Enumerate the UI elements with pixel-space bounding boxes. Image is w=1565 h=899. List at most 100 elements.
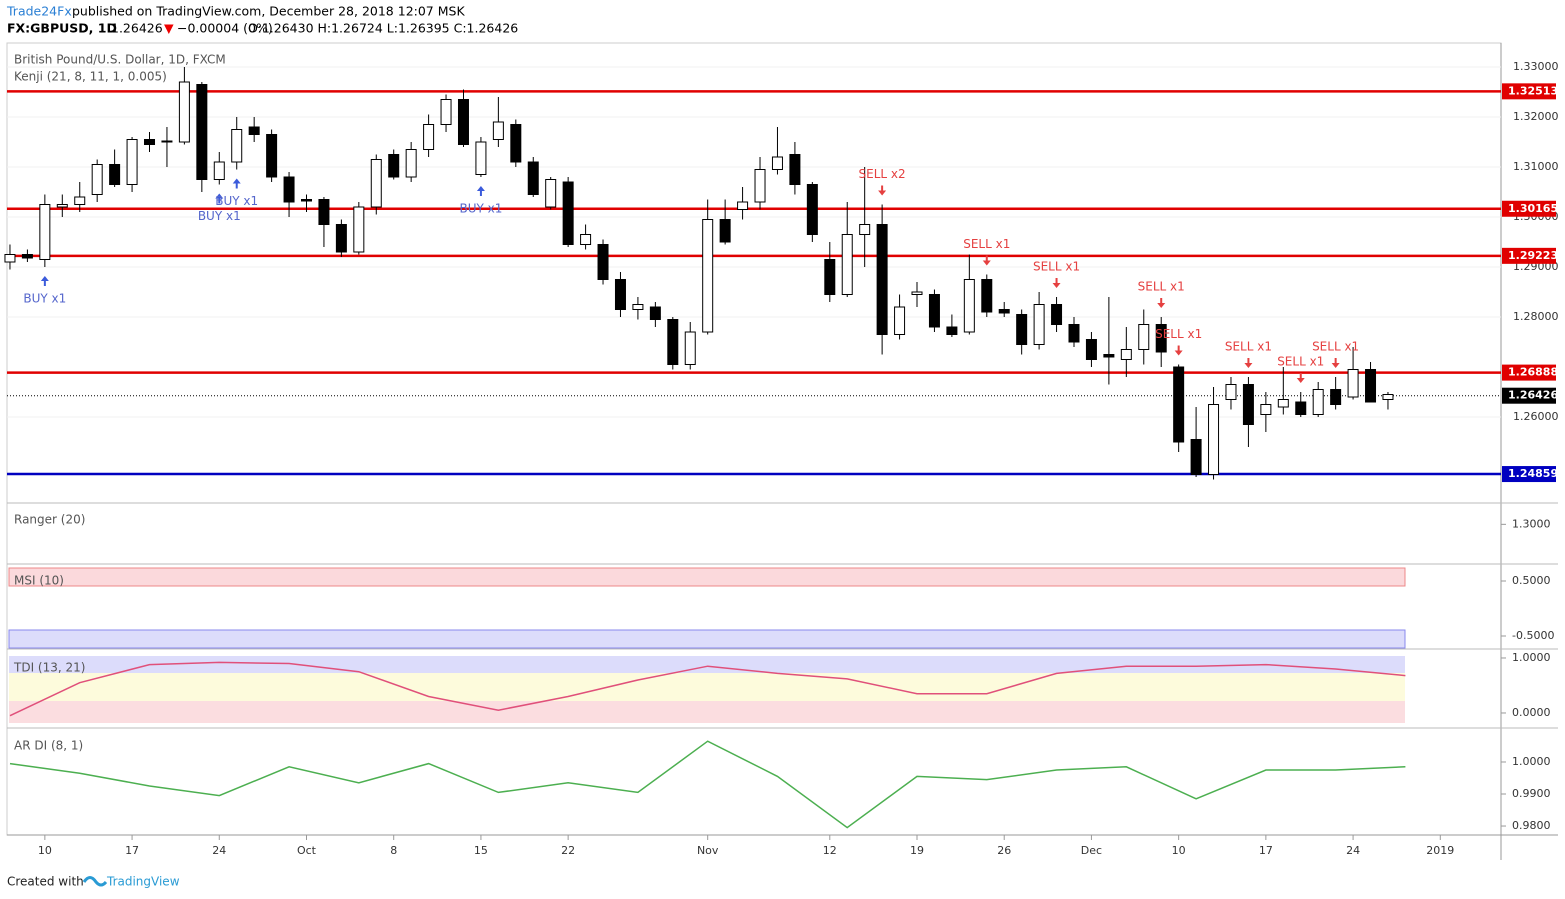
x-tick-label: 24 [212,844,226,857]
tdi-line [9,661,1406,717]
x-tick-label: 17 [125,844,139,857]
candle-body [1365,369,1377,403]
footer-brand[interactable]: TradingView [106,875,180,889]
candle-body [754,169,766,203]
candle-body [562,181,574,245]
candle-body [231,129,243,163]
candle-body [300,199,312,202]
buy-arrow [40,276,49,286]
tdi-lower-band [9,701,1405,723]
change-arrow: ▼ [164,21,174,36]
msi-lower-band [8,629,1406,649]
level-label: 1.26888 [1508,366,1558,379]
x-tick-label: 2019 [1426,844,1454,857]
candle-body [405,149,417,178]
level-tag [1502,466,1556,483]
buy-label: BUY x1 [459,202,502,216]
x-tick-label: Oct [297,844,317,857]
change: −0.00004 (0%) [177,21,273,36]
last-price-label: 1.26426 [1508,389,1558,402]
sell-label: SELL x1 [1225,340,1272,354]
y-tick-label: -0.5000 [1512,629,1554,642]
sell-arrow [1174,345,1183,356]
buy-label: BUY x1 [23,292,66,306]
x-tick-label: 19 [910,844,924,857]
candle-body [527,161,539,195]
candle-body [74,196,86,205]
candle-body [1260,404,1272,415]
candle-body [318,199,330,225]
buy-label: BUY x1 [198,209,241,223]
y-tick-label: 1.0000 [1512,651,1551,664]
candle-body [335,224,347,253]
candle-body [1138,324,1150,350]
candle-body [1033,304,1045,345]
level-tag [1502,364,1556,381]
candle-body [928,294,940,328]
sell-arrow [878,185,887,196]
sell-label: SELL x1 [1155,327,1202,341]
x-tick-label: 12 [823,844,837,857]
candle-body [440,99,452,125]
candle-body [998,309,1010,314]
sell-arrow [1157,298,1166,308]
publish-info: published on TradingView.com, December 2… [72,4,465,19]
candle-body [1295,401,1307,415]
candle-body [1330,389,1342,405]
candle-body [144,139,156,145]
level-label: 1.32513 [1508,84,1558,97]
candle-body [649,306,661,320]
level-tag [1502,200,1556,217]
candle-body [859,224,871,235]
candle-body [1242,384,1254,425]
candle-body [719,219,731,243]
candle-body [1120,349,1132,360]
instrument-label: British Pound/U.S. Dollar, 1D, FXCM [14,53,226,67]
logo [82,876,108,887]
level-label: 1.24859 [1508,467,1558,480]
x-tick-label: Nov [697,844,719,857]
buy-label: BUY x1 [215,194,258,208]
msi-upper-band [8,567,1406,587]
sell-label: SELL x1 [1138,280,1185,294]
last-value: 1.26426 [111,21,163,36]
candle-body [981,279,993,313]
candle-body [1208,404,1220,475]
y-tick-label: 1.32000 [1513,110,1559,123]
y-tick-label: 0.5000 [1512,574,1551,587]
buy-arrow [215,193,224,204]
y-tick-label: 1.31000 [1513,160,1559,173]
candle-body [1347,369,1359,398]
candle-body [737,201,749,210]
candle-body [614,279,626,310]
candle-body [1173,366,1185,443]
indicator-label: AR DI (8, 1) [14,739,83,753]
candle-body [597,244,609,280]
level-tag [1502,247,1556,264]
x-tick-label: 10 [1172,844,1186,857]
candle-body [510,124,522,163]
candle-body [1103,354,1115,358]
sell-arrow [1244,358,1253,368]
candle-body [946,326,958,335]
buy-arrow [232,178,241,189]
symbol-info: FX:GBPUSD, 1D [7,21,117,36]
x-tick-label: 17 [1259,844,1273,857]
sell-arrow [1296,373,1305,383]
candle-body [91,164,103,195]
sell-label: SELL x2 [859,167,906,181]
candle-body [475,141,487,175]
candle-body [353,206,365,253]
candle-body [39,204,51,260]
candle-body [1051,304,1063,325]
buy-arrow [476,186,485,196]
x-tick-label: 8 [390,844,397,857]
candle-body [1225,384,1237,400]
x-tick-label: 24 [1346,844,1360,857]
candle-body [789,154,801,185]
candle-body [109,164,121,185]
tdi-middle-band [9,673,1405,701]
candle-body [56,204,68,208]
